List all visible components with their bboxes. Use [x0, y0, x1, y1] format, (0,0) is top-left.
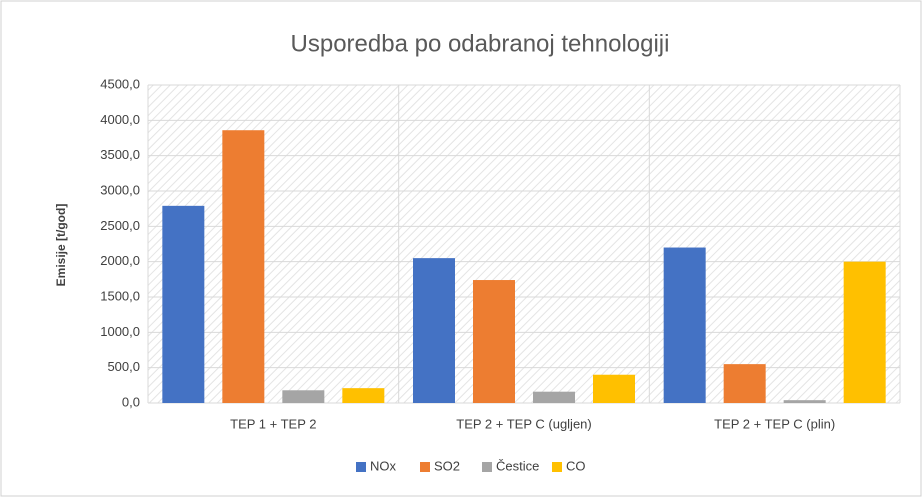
bar: [413, 258, 455, 403]
bar: [783, 400, 826, 403]
x-tick-label: TEP 1 + TEP 2: [230, 416, 316, 431]
y-tick-label: 500,0: [107, 359, 140, 374]
legend-label: NOx: [370, 458, 397, 473]
legend-swatch: [482, 462, 492, 472]
y-axis-label: Emisije [t/god]: [54, 204, 68, 287]
legend-swatch: [420, 462, 430, 472]
bar: [663, 247, 706, 403]
y-tick-label: 0,0: [122, 394, 140, 409]
x-tick-label: TEP 2 + TEP C (plin): [714, 416, 835, 431]
x-tick-label: TEP 2 + TEP C (ugljen): [456, 416, 591, 431]
y-tick-label: 3000,0: [100, 182, 140, 197]
bar: [593, 374, 635, 403]
y-tick-label: 1500,0: [100, 288, 140, 303]
bar: [222, 130, 265, 403]
y-tick-label: 4500,0: [100, 76, 140, 91]
legend-label: CO: [566, 458, 586, 473]
bar: [342, 388, 385, 403]
y-tick-label: 1000,0: [100, 324, 140, 339]
y-tick-label: 2000,0: [100, 253, 140, 268]
bar: [843, 261, 886, 403]
bar: [282, 390, 325, 403]
y-tick-label: 4000,0: [100, 112, 140, 127]
bar: [723, 364, 766, 403]
bar: [473, 280, 515, 403]
legend-label: SO2: [434, 458, 460, 473]
bar: [162, 205, 205, 403]
y-tick-label: 3500,0: [100, 147, 140, 162]
legend-swatch: [552, 462, 562, 472]
y-tick-label: 2500,0: [100, 218, 140, 233]
legend-swatch: [356, 462, 366, 472]
bar: [533, 391, 575, 403]
plot-area: [148, 85, 900, 403]
legend-label: Čestice: [496, 458, 539, 473]
chart-title: Usporedba po odabranoj tehnologiji: [291, 30, 670, 57]
